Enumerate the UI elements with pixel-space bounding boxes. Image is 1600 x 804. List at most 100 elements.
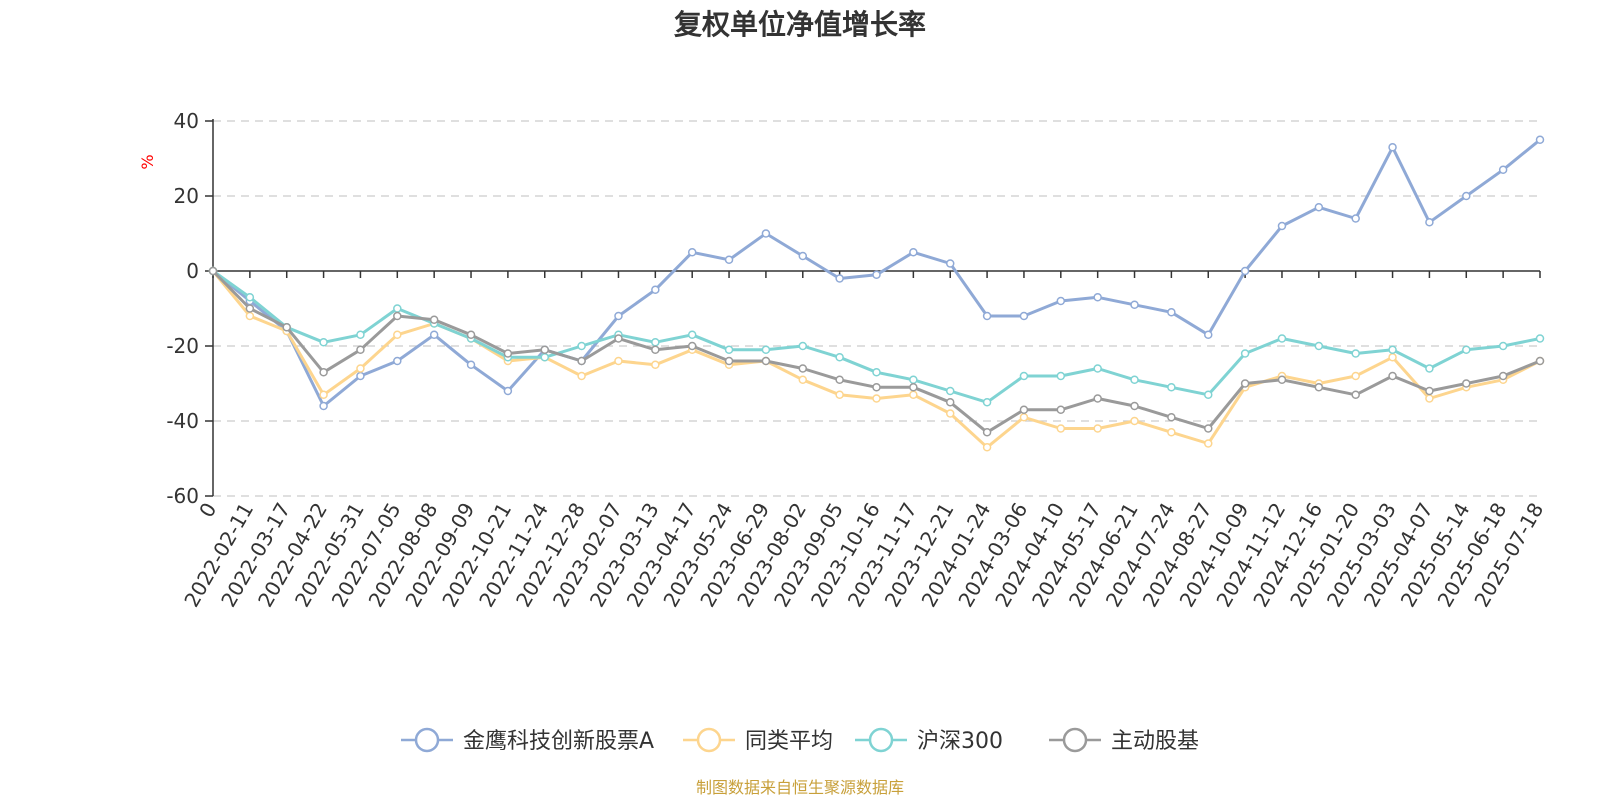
legend-label: 主动股基 (1111, 729, 1199, 754)
data-point (614, 356, 623, 366)
data-point (1425, 394, 1434, 403)
data-point (1425, 218, 1434, 227)
data-point (1314, 383, 1324, 392)
data-point (1462, 345, 1471, 354)
data-point (319, 338, 328, 347)
data-point (1535, 334, 1545, 343)
data-point (577, 371, 586, 381)
data-point (1277, 375, 1287, 384)
data-point (909, 375, 918, 384)
data-point (1462, 191, 1471, 201)
data-point (1019, 311, 1029, 321)
data-point (1425, 364, 1434, 373)
data-point (282, 323, 291, 332)
data-point (466, 330, 476, 339)
grid-lines (213, 120, 1540, 497)
data-point (798, 341, 808, 351)
data-point (1130, 300, 1139, 309)
data-point (1388, 345, 1397, 354)
data-point (1498, 341, 1508, 351)
legend-item-4[interactable]: 主动股基 (1049, 727, 1199, 754)
data-point (909, 390, 918, 399)
data-point (393, 356, 402, 366)
data-point (208, 266, 218, 276)
data-point (835, 390, 844, 399)
data-point (909, 248, 918, 257)
data-point (872, 383, 881, 392)
data-point (761, 229, 771, 238)
data-point (651, 360, 660, 369)
x-tick-label: 0 (194, 499, 221, 522)
data-point (319, 390, 328, 399)
data-point (687, 248, 697, 257)
data-point (393, 330, 402, 339)
legend-item-3[interactable]: 沪深300 (855, 727, 1003, 754)
data-point (1388, 371, 1397, 381)
data-point (872, 368, 881, 377)
data-point (1167, 308, 1176, 317)
legend[interactable]: 金鹰科技创新股票A 同类平均 沪深300 主动股基 (401, 727, 1199, 754)
data-point (945, 386, 955, 396)
data-point (872, 394, 881, 403)
chart-title: 复权单位净值增长率 (674, 8, 926, 41)
data-point (1277, 221, 1287, 231)
data-point (429, 315, 439, 324)
data-point (356, 345, 365, 354)
axes (212, 119, 1540, 496)
data-point (835, 274, 844, 283)
y-tick-label: -40 (166, 409, 199, 433)
data-point (982, 398, 992, 407)
y-tick-label: 40 (174, 109, 199, 133)
data-point (614, 334, 623, 343)
data-point (1204, 390, 1213, 399)
data-point (1277, 334, 1287, 343)
data-point (761, 345, 771, 354)
data-point (1204, 439, 1213, 448)
data-point (577, 356, 586, 366)
data-point (356, 330, 365, 339)
data-point (1019, 371, 1029, 381)
legend-marker (414, 727, 440, 753)
data-point (982, 311, 992, 321)
data-point (1240, 349, 1250, 358)
data-point (945, 259, 955, 268)
data-point (1498, 371, 1508, 381)
data-point (1314, 203, 1324, 212)
x-axis-ticks: 02022-02-112022-03-172022-04-222022-05-3… (179, 271, 1548, 611)
legend-marker (868, 727, 894, 753)
legend-label: 沪深300 (917, 729, 1003, 754)
data-point (651, 345, 660, 354)
data-point (1425, 386, 1434, 396)
y-tick-label: -20 (166, 334, 199, 358)
data-point (798, 364, 808, 373)
data-point (245, 293, 255, 302)
y-axis-ticks: 40 20 0 -20 -40 -60 (166, 109, 213, 508)
legend-item-2[interactable]: 同类平均 (683, 727, 833, 754)
data-point (503, 386, 513, 396)
data-point (872, 270, 881, 279)
data-point (945, 409, 955, 418)
data-point (1167, 428, 1176, 437)
data-point (1093, 394, 1102, 403)
data-point (651, 285, 660, 294)
data-point (945, 398, 955, 407)
data-point (982, 428, 992, 437)
data-point (356, 371, 365, 381)
y-tick-label: 20 (174, 184, 199, 208)
data-point (724, 255, 734, 264)
data-point (835, 375, 844, 384)
legend-marker (1062, 727, 1088, 753)
data-point (356, 364, 365, 373)
legend-item-1[interactable]: 金鹰科技创新股票A (401, 727, 654, 754)
data-point (1351, 390, 1360, 399)
data-point (1240, 379, 1250, 388)
data-point (1314, 341, 1324, 351)
data-point (319, 401, 328, 411)
data-point (1240, 266, 1250, 276)
data-point (1093, 293, 1102, 302)
data-point (724, 345, 734, 354)
data-point (245, 311, 255, 321)
data-point (614, 311, 623, 321)
